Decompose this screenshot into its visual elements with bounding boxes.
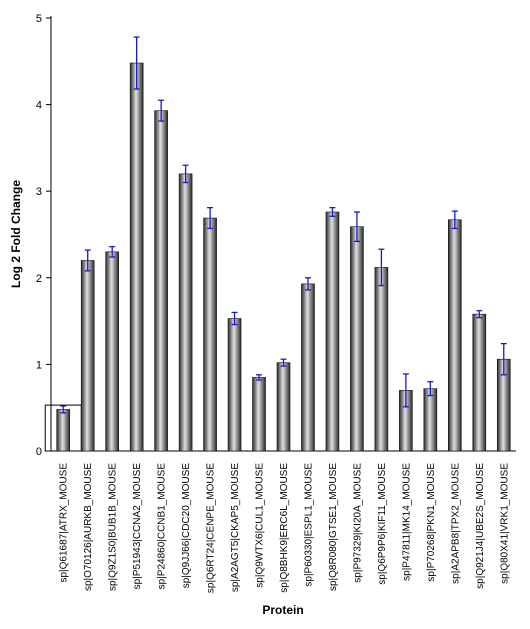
x-category-label: sp|O70126|AURKB_MOUSE bbox=[83, 463, 94, 591]
x-category-label: sp|P24860|CCNB1_MOUSE bbox=[157, 463, 168, 590]
x-category-label: sp|A2APB8|TPX2_MOUSE bbox=[450, 463, 461, 584]
x-category-label: sp|P51943|CCNA2_MOUSE bbox=[132, 463, 143, 590]
bar bbox=[154, 110, 168, 452]
bar bbox=[105, 251, 119, 452]
bar bbox=[350, 226, 364, 452]
x-category-label: sp|A2AGT5|CKAP5_MOUSE bbox=[230, 463, 241, 592]
bar bbox=[80, 260, 95, 452]
bar bbox=[129, 62, 144, 452]
bar bbox=[178, 173, 193, 452]
bar bbox=[448, 219, 462, 452]
x-category-label: sp|Q8BHK9|ERC6L_MOUSE bbox=[279, 463, 290, 593]
x-category-label: sp|P97329|KI20A_MOUSE bbox=[352, 463, 363, 583]
bar bbox=[252, 377, 266, 452]
x-category-label: sp|Q6P9P6|KIF11_MOUSE bbox=[377, 463, 388, 585]
x-category-label: sp|Q921J4|UBE2S_MOUSE bbox=[475, 463, 486, 589]
x-axis-title: Protein bbox=[262, 603, 303, 617]
bar bbox=[203, 217, 217, 452]
y-tick-label: 0 bbox=[36, 446, 42, 458]
y-tick-label: 2 bbox=[36, 273, 42, 285]
x-category-label: sp|Q80X41|VRK1_MOUSE bbox=[499, 463, 510, 584]
x-category-label: sp|Q6RT24|CENPE_MOUSE bbox=[206, 463, 217, 593]
x-category-label: sp|Q9WTX6|CUL1_MOUSE bbox=[255, 463, 266, 588]
y-tick-label: 3 bbox=[36, 186, 42, 198]
y-tick-label: 1 bbox=[36, 359, 42, 371]
bar bbox=[374, 267, 389, 452]
y-axis-title: Log 2 Fold Change bbox=[9, 180, 23, 288]
bar bbox=[56, 409, 71, 452]
bar bbox=[301, 283, 315, 452]
x-category-label: sp|Q61687|ATRX_MOUSE bbox=[59, 463, 70, 583]
x-category-label: sp|P70268|PKN1_MOUSE bbox=[426, 463, 437, 582]
y-tick-label: 5 bbox=[36, 13, 42, 25]
bar bbox=[325, 211, 340, 452]
bar bbox=[227, 318, 242, 452]
x-category-label: sp|Q8R080|GTSE1_MOUSE bbox=[328, 463, 339, 591]
bar bbox=[472, 313, 487, 452]
bar bbox=[276, 362, 291, 452]
x-category-label: sp|P60330|ESPL1_MOUSE bbox=[303, 463, 314, 587]
y-tick-label: 4 bbox=[36, 100, 42, 112]
x-category-label: sp|P47811|MK14_MOUSE bbox=[401, 463, 412, 581]
bar bbox=[423, 388, 438, 452]
x-category-label: sp|Q9Z1S0|BUB1B_MOUSE bbox=[108, 463, 119, 591]
x-category-label: sp|Q9JJ66|CDC20_MOUSE bbox=[181, 463, 192, 589]
plot-area: 0 1 2 3 4 5 sp|Q61687|ATRX_MOUSE sp|O70126|AURK… bbox=[36, 13, 516, 593]
